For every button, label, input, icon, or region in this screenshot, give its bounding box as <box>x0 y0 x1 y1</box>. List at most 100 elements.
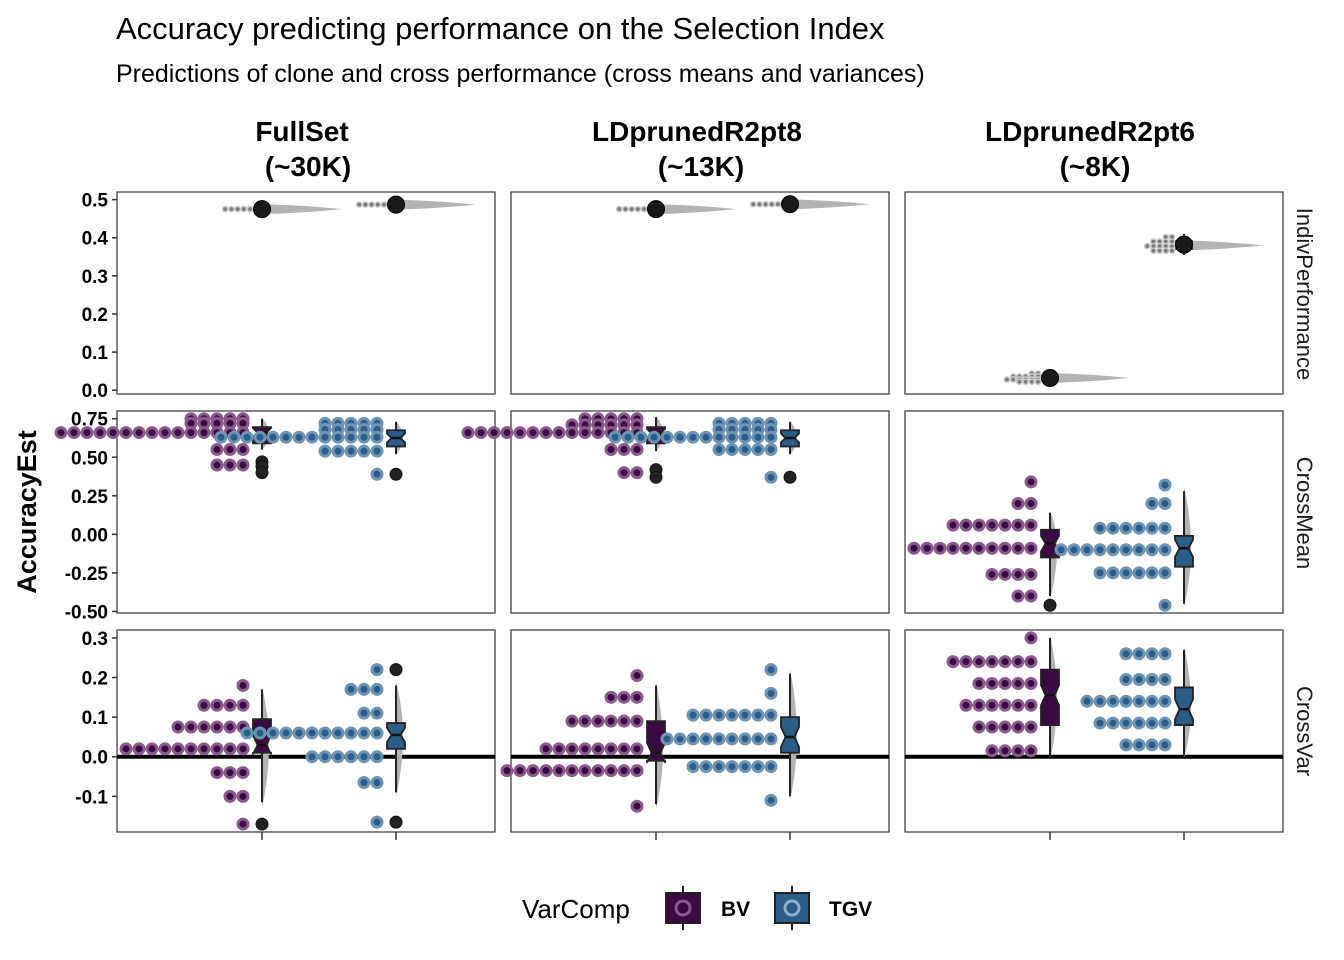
dot-tgv <box>370 663 384 677</box>
violin-bv <box>1050 372 1130 383</box>
dot-tgv <box>344 430 358 444</box>
dot-bv <box>132 426 146 440</box>
dot-bv <box>946 518 960 532</box>
dot-tgv <box>725 443 739 457</box>
mean-point-bv <box>253 200 271 219</box>
column-strip-2: LDprunedR2pt8 (~13K) <box>592 116 802 182</box>
dot-tgv <box>725 430 739 444</box>
panel-1-2 <box>510 191 890 395</box>
panel-2-3 <box>904 410 1284 614</box>
dot-tgv <box>1158 716 1172 730</box>
dot-bv <box>1022 378 1029 386</box>
dot-tgv <box>764 470 778 484</box>
dot-tgv <box>764 686 778 700</box>
dot-bv <box>223 698 237 712</box>
dot-bv <box>985 698 999 712</box>
dot-tgv <box>1106 694 1120 708</box>
dot-bv <box>985 567 999 581</box>
dot-tgv <box>699 760 713 774</box>
y-tick-label: 0.2 <box>82 669 108 690</box>
dot-bv <box>197 742 211 756</box>
dot-bv <box>920 541 934 555</box>
dot-tgv <box>1145 673 1159 687</box>
dot-tgv <box>686 732 700 746</box>
dot-bv <box>246 205 254 213</box>
dot-tgv <box>1093 543 1107 557</box>
violin-tgv <box>396 199 476 210</box>
dot-tgv <box>634 430 648 444</box>
outlier-bv <box>1043 598 1057 612</box>
dot-tgv <box>1143 242 1151 250</box>
dot-bv <box>236 443 250 457</box>
dot-tgv <box>1145 738 1159 752</box>
dot-tgv <box>725 708 739 722</box>
dot-tgv <box>686 760 700 774</box>
dot-tgv <box>370 467 384 481</box>
dot-tgv <box>1145 543 1159 557</box>
dot-tgv <box>1156 247 1163 255</box>
dot-tgv <box>1132 647 1146 661</box>
dot-bv <box>67 426 81 440</box>
dot-tgv <box>1145 497 1159 511</box>
group-bv <box>907 475 1060 612</box>
panel-border <box>904 410 1284 614</box>
dot-bv <box>604 742 618 756</box>
dot-bv <box>959 698 973 712</box>
y-tick-label: 0.25 <box>71 487 108 508</box>
dot-bv <box>565 742 579 756</box>
dot-bv <box>998 744 1012 758</box>
dot-bv <box>1011 720 1025 734</box>
dot-bv <box>630 742 644 756</box>
dot-tgv <box>712 708 726 722</box>
dot-tgv <box>1132 694 1146 708</box>
group-tgv <box>214 416 406 481</box>
group-tgv <box>355 195 476 214</box>
dot-tgv <box>1145 521 1159 535</box>
group-bv <box>946 631 1060 763</box>
dot-bv <box>184 742 198 756</box>
dot-bv <box>1024 676 1038 690</box>
dot-tgv <box>370 444 384 458</box>
group-tgv <box>608 416 800 484</box>
dot-tgv <box>764 760 778 774</box>
dot-bv <box>1011 567 1025 581</box>
dot-bv <box>617 764 631 778</box>
y-tick-label: 0.75 <box>71 410 108 431</box>
dot-tgv <box>712 443 726 457</box>
dot-bv <box>539 742 553 756</box>
y-tick-label: 0.3 <box>82 629 108 650</box>
dot-bv <box>184 426 198 440</box>
dot-bv <box>959 518 973 532</box>
dot-bv <box>1011 698 1025 712</box>
dot-tgv <box>1158 598 1172 612</box>
y-tick-label: 0.0 <box>82 381 108 402</box>
dot-bv <box>578 714 592 728</box>
dot-tgv <box>1093 521 1107 535</box>
dot-tgv <box>305 726 319 740</box>
dot-bv <box>119 742 133 756</box>
dot-bv <box>1024 541 1038 555</box>
row-strip-2-label: CrossMean <box>1292 457 1317 569</box>
panels: 0.0 0.1 0.2 0.3 0.4 0.5 -0.50 -0.25 0.00 0.25 0.50… <box>54 191 1284 840</box>
dot-tgv <box>357 444 371 458</box>
dot-tgv <box>673 430 687 444</box>
dot-bv <box>1024 631 1038 645</box>
dot-bv <box>221 205 229 213</box>
dot-tgv <box>1132 566 1146 580</box>
dot-bv <box>591 764 605 778</box>
dot-tgv <box>374 201 382 208</box>
dot-tgv <box>1119 673 1133 687</box>
dot-bv <box>552 426 566 440</box>
dot-bv <box>630 714 644 728</box>
dot-tgv <box>751 430 765 444</box>
dot-tgv <box>764 443 778 457</box>
dot-tgv <box>318 750 332 764</box>
group-bv <box>221 200 342 219</box>
dot-bv <box>210 720 224 734</box>
dot-bv <box>998 655 1012 669</box>
dot-bv <box>630 466 644 480</box>
dot-bv <box>972 655 986 669</box>
dot-tgv <box>712 430 726 444</box>
dot-bv <box>1016 378 1023 386</box>
chart-subtitle: Predictions of clone and cross performan… <box>116 60 925 88</box>
